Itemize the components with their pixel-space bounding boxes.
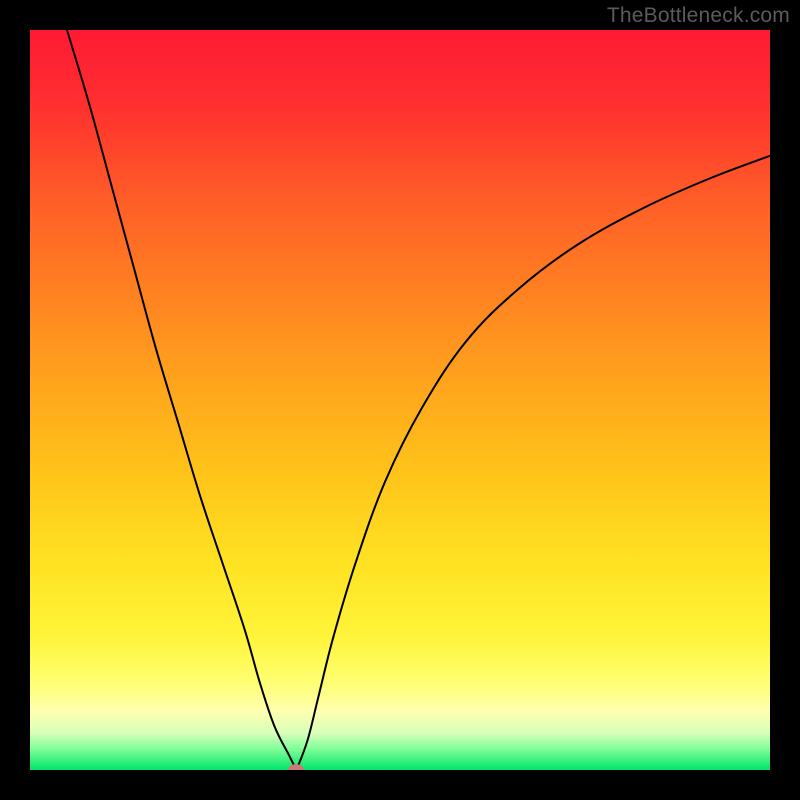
bottleneck-curve bbox=[30, 30, 770, 770]
optimum-marker bbox=[288, 764, 304, 770]
watermark-text: TheBottleneck.com bbox=[607, 4, 790, 28]
plot-area bbox=[30, 30, 770, 770]
